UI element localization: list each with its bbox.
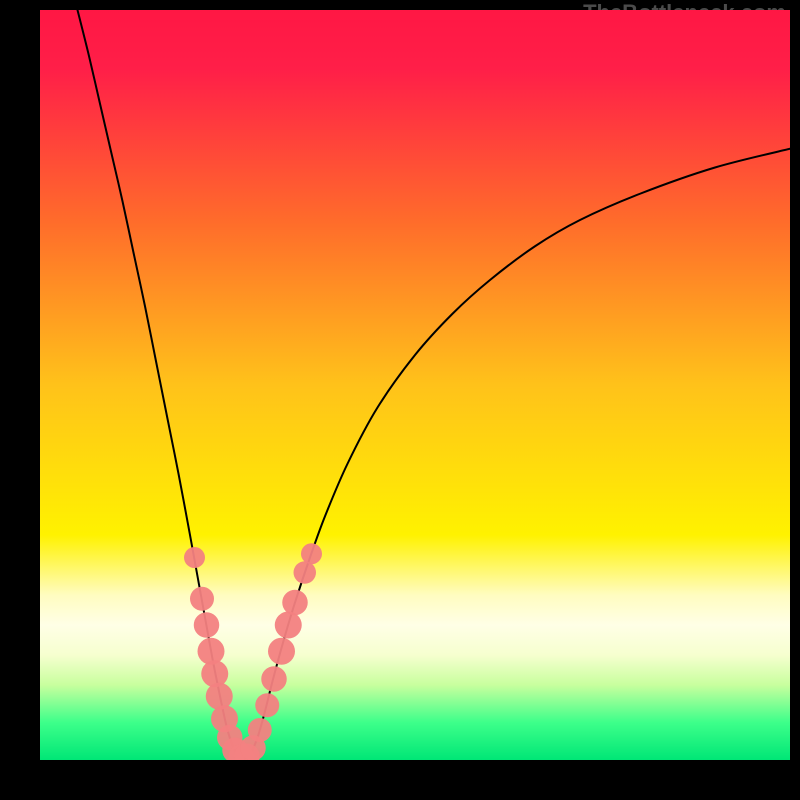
data-marker (268, 638, 295, 665)
data-marker (198, 638, 225, 665)
data-marker (206, 683, 233, 710)
data-marker (201, 660, 228, 687)
data-marker (282, 590, 308, 616)
data-marker (184, 547, 205, 568)
data-marker (190, 587, 214, 611)
data-marker (261, 666, 287, 692)
data-marker (275, 612, 302, 639)
data-marker (301, 543, 322, 564)
data-marker (194, 612, 220, 638)
data-marker (248, 718, 272, 742)
data-marker (294, 561, 317, 584)
data-marker (255, 693, 279, 717)
plot-background (40, 10, 790, 760)
chart-frame: TheBottleneck.com (0, 0, 800, 800)
chart-svg (0, 0, 800, 800)
